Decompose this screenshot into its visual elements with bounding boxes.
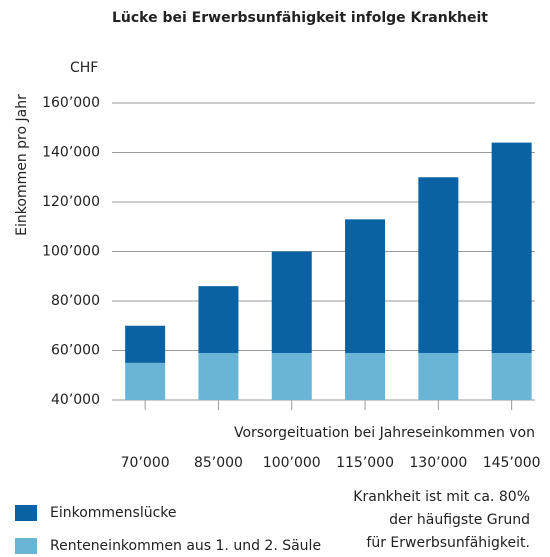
x-tick-label: 130’000 (409, 455, 467, 471)
x-tick-label: 100’000 (263, 455, 321, 471)
y-tick-label: 60’000 (51, 343, 100, 359)
annotation: Krankheit ist mit ca. 80% (353, 489, 530, 505)
y-tick-label: 80’000 (51, 293, 100, 309)
y-tick-label: 40’000 (51, 392, 100, 408)
legend-swatch (15, 538, 37, 554)
annotation: der häufigste Grund (389, 512, 530, 528)
bar-segment (198, 286, 239, 353)
bar-segment (345, 219, 386, 353)
legend-label: Einkommenslücke (50, 505, 177, 521)
bar-segment (271, 352, 312, 400)
x-tick-label: 70’000 (121, 455, 170, 471)
x-tick-label: 115’000 (336, 455, 394, 471)
y-tick-label: 100’000 (42, 244, 100, 260)
bar-segment (125, 362, 166, 400)
bar-segment (418, 352, 459, 400)
y-tick-label: 160’000 (42, 95, 100, 111)
y-tick-label: 140’000 (42, 145, 100, 161)
bar-segment (271, 251, 312, 353)
y-axis-label: Einkommen pro Jahr (14, 94, 30, 236)
bar-segment (491, 142, 532, 353)
bar-segment (418, 177, 459, 353)
legend-swatch (15, 505, 37, 521)
bar-segment (345, 352, 386, 400)
chart-title: Lücke bei Erwerbsunfähigkeit infolge Kra… (112, 10, 488, 26)
bar-segment (491, 352, 532, 400)
y-tick-label: 120’000 (42, 194, 100, 210)
bar-segment (198, 352, 239, 400)
legend-label: Renteneinkommen aus 1. und 2. Säule (50, 538, 321, 554)
bar-segment (125, 325, 166, 363)
x-axis-label: Vorsorgeituation bei Jahreseinkommen von (234, 425, 535, 441)
x-tick-label: 85’000 (194, 455, 243, 471)
annotation: für Erwerbsunfähigkeit. (366, 535, 530, 551)
unit-label: CHF (70, 60, 98, 76)
x-tick-label: 145’000 (483, 455, 541, 471)
